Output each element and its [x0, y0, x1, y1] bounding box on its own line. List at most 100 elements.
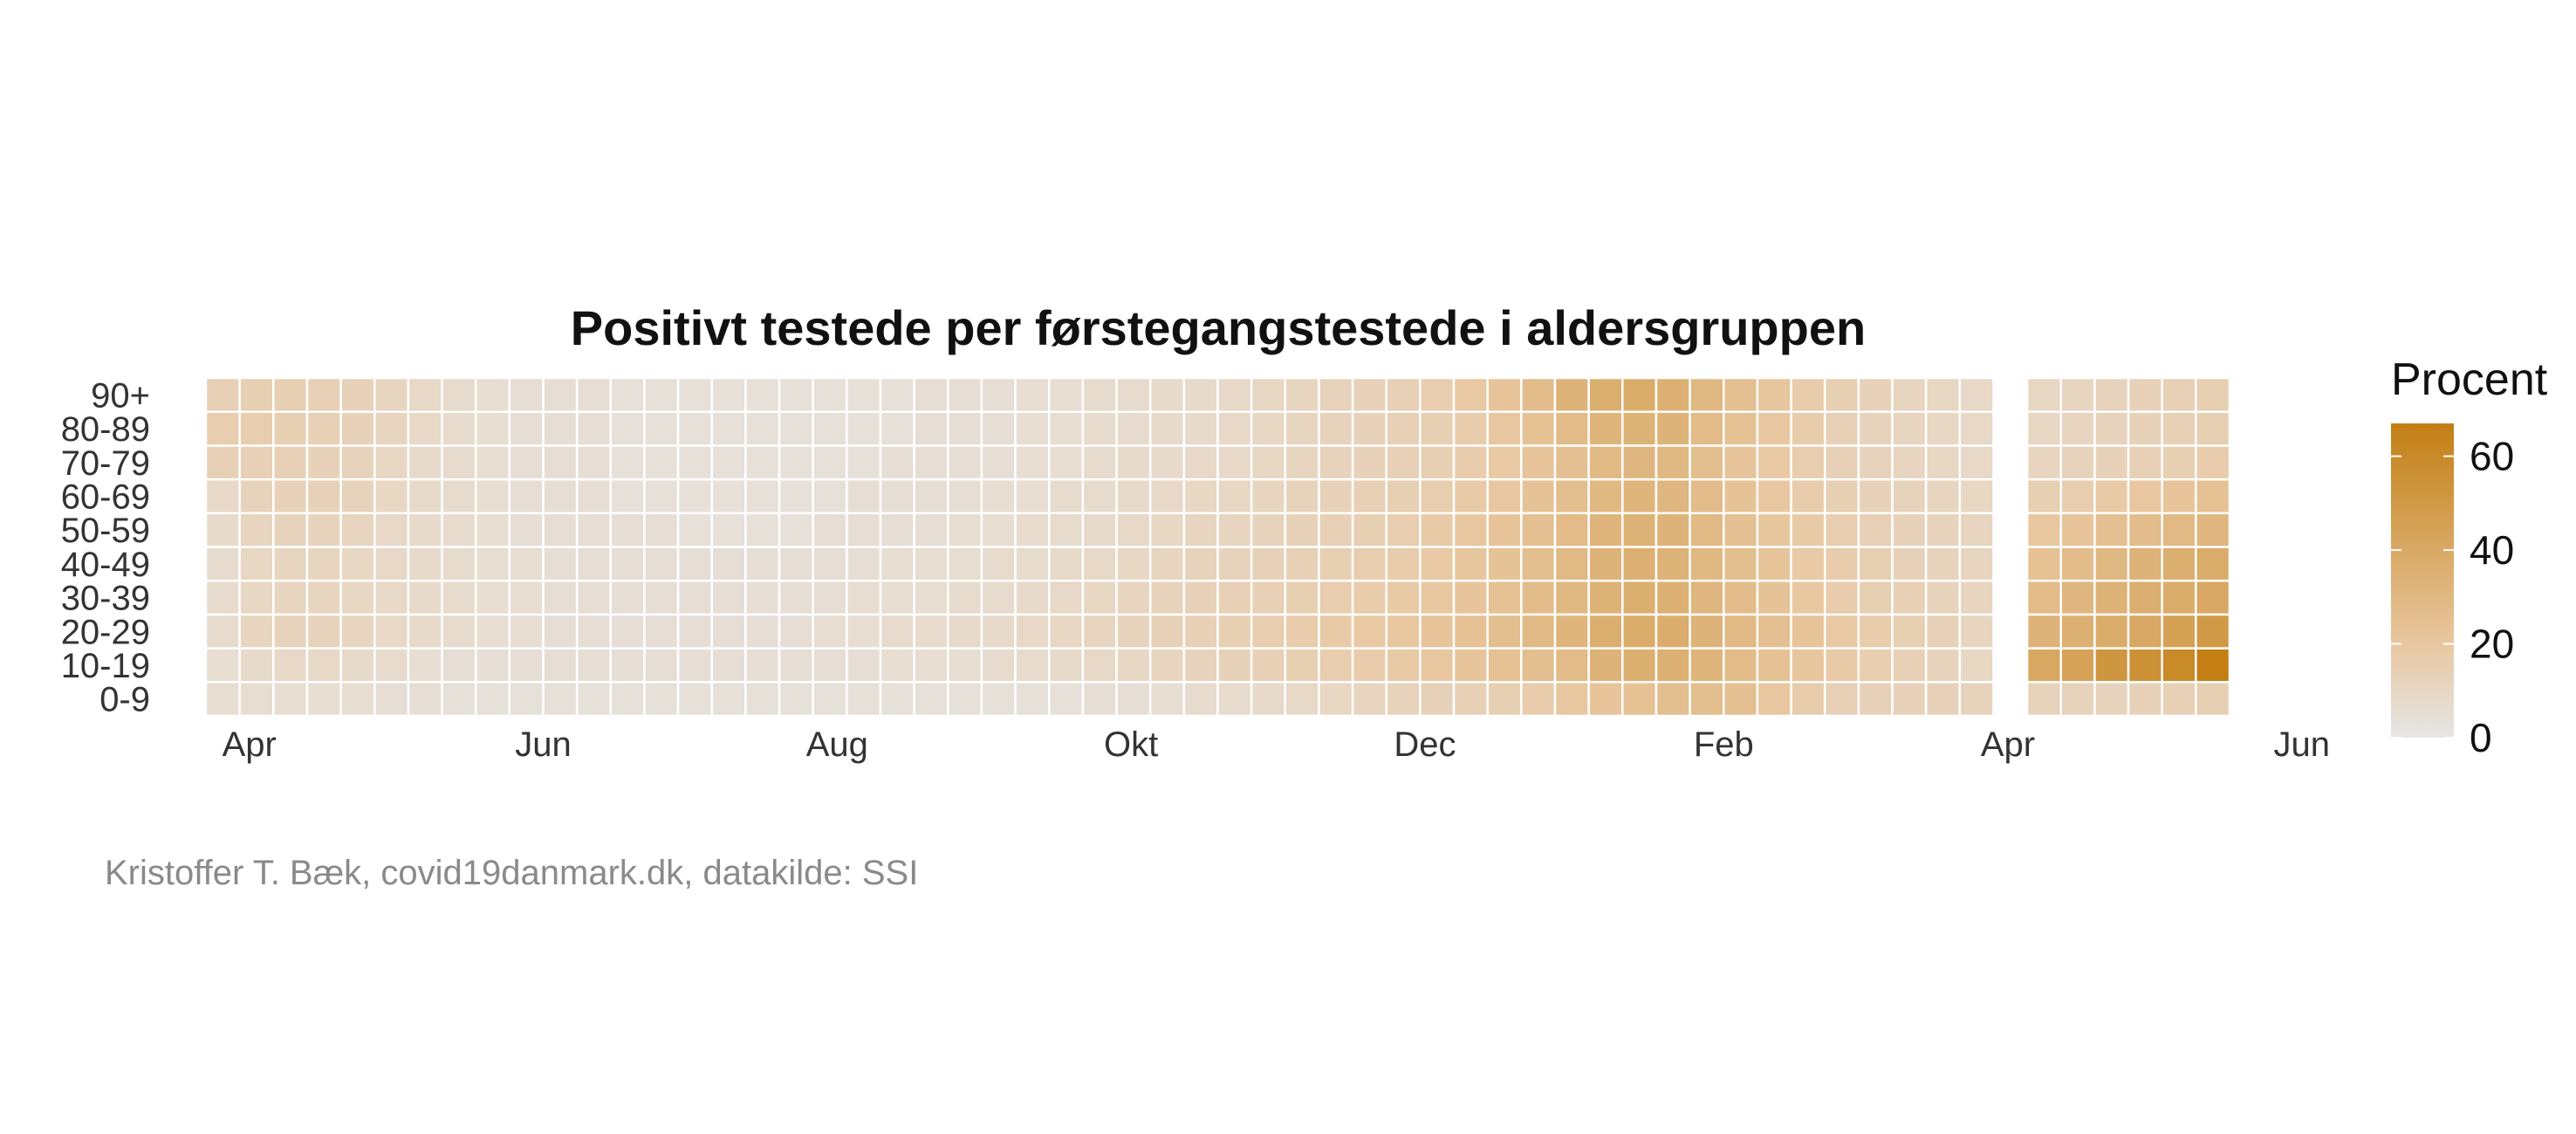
heatmap-cell	[2093, 613, 2130, 649]
heatmap-cell	[744, 613, 781, 649]
heatmap-cell	[1148, 512, 1186, 548]
heatmap-cell	[2025, 681, 2063, 718]
heatmap-cell	[1048, 579, 1085, 616]
heatmap-cell	[305, 647, 342, 684]
heatmap-cell	[980, 681, 1017, 718]
heatmap-cell	[575, 410, 613, 447]
heatmap-cell	[1587, 478, 1624, 515]
heatmap-cell	[1958, 613, 1995, 649]
heatmap-cell	[676, 478, 713, 515]
heatmap-cell	[1621, 512, 1658, 548]
heatmap-cell	[846, 410, 882, 447]
heatmap-cell	[913, 613, 949, 649]
heatmap-cell	[1182, 579, 1219, 616]
heatmap-cell	[305, 681, 342, 718]
heatmap-cell	[204, 512, 241, 548]
heatmap-cell	[744, 410, 781, 447]
heatmap-cell	[1823, 512, 1860, 548]
heatmap-cell	[474, 546, 511, 582]
heatmap-cell	[1081, 613, 1118, 649]
heatmap-cell	[575, 512, 613, 548]
heatmap-cell	[846, 444, 882, 481]
heatmap-cell	[1689, 546, 1725, 582]
y-tick-label: 70-79	[61, 444, 150, 483]
heatmap-cell	[1385, 681, 1422, 718]
heatmap-cell	[643, 376, 680, 413]
heatmap-cell	[1823, 410, 1860, 447]
heatmap-cell	[1857, 681, 1894, 718]
heatmap-cell	[508, 613, 545, 649]
heatmap-cell	[846, 681, 882, 718]
heatmap-cell	[980, 579, 1017, 616]
heatmap-cell	[1048, 410, 1085, 447]
heatmap-cell	[980, 376, 1017, 413]
heatmap-cell	[1553, 512, 1590, 548]
heatmap-cell	[1486, 613, 1523, 649]
heatmap-cell	[2025, 444, 2063, 481]
heatmap-cell	[1419, 681, 1456, 718]
heatmap-cell	[1452, 444, 1489, 481]
heatmap-cell	[1689, 681, 1725, 718]
heatmap-cell	[1148, 681, 1186, 718]
heatmap-cell	[1452, 376, 1489, 413]
heatmap-cell	[1081, 647, 1118, 684]
heatmap-cell	[710, 613, 747, 649]
heatmap-cell	[272, 546, 309, 582]
heatmap-cell	[1182, 681, 1219, 718]
heatmap-cell	[1486, 444, 1523, 481]
heatmap-cell	[1081, 546, 1118, 582]
heatmap-cell	[474, 410, 511, 447]
y-tick-label: 0-9	[99, 681, 150, 719]
heatmap-cell	[1958, 376, 1995, 413]
heatmap-cell	[1318, 579, 1354, 616]
heatmap-cell	[609, 647, 646, 684]
heatmap-cell	[1587, 512, 1624, 548]
y-tick-label: 20-29	[61, 613, 150, 651]
heatmap-cell	[1553, 647, 1590, 684]
y-axis: 0-910-1920-2930-3940-4950-5960-6970-7980…	[61, 376, 150, 718]
heatmap-cell	[1823, 613, 1860, 649]
heatmap-cell	[1216, 478, 1253, 515]
heatmap-cell	[575, 444, 613, 481]
heatmap-cell	[1216, 681, 1253, 718]
heatmap-cell	[778, 410, 814, 447]
heatmap-cell	[643, 647, 680, 684]
heatmap-cell	[305, 579, 342, 616]
heatmap-cell	[1958, 579, 1995, 616]
heatmap-cell	[1924, 681, 1962, 718]
heatmap-cell	[204, 681, 241, 718]
heatmap-cell	[407, 376, 443, 413]
heatmap-cell	[846, 579, 882, 616]
heatmap-cell	[1857, 546, 1894, 582]
heatmap-cell	[1924, 546, 1962, 582]
heatmap-cell	[1723, 613, 1759, 649]
heatmap-cell	[339, 613, 376, 649]
x-tick-label: Jun	[515, 725, 572, 764]
heatmap-cell	[913, 647, 949, 684]
heatmap-cell	[542, 681, 579, 718]
heatmap-cell	[1587, 579, 1624, 616]
heatmap-cell	[913, 579, 949, 616]
heatmap-cell	[947, 512, 983, 548]
heatmap-cell	[2127, 579, 2163, 616]
heatmap-cell	[1014, 410, 1051, 447]
heatmap-cell	[643, 410, 680, 447]
heatmap-cell	[1790, 410, 1826, 447]
heatmap-cell	[2127, 647, 2163, 684]
heatmap-cell	[1857, 376, 1894, 413]
heatmap-cell	[1351, 647, 1387, 684]
heatmap-cell	[1048, 512, 1085, 548]
heatmap-cell	[238, 410, 275, 447]
heatmap-cell	[238, 579, 275, 616]
heatmap-cell	[474, 444, 511, 481]
heatmap-cell	[744, 647, 781, 684]
heatmap-cell	[2059, 613, 2096, 649]
heatmap-cell	[1284, 613, 1320, 649]
heatmap-cell	[1385, 647, 1422, 684]
heatmap-cell	[2059, 512, 2096, 548]
heatmap-cell	[913, 546, 949, 582]
heatmap-cell	[1419, 478, 1456, 515]
heatmap-cell	[1756, 647, 1792, 684]
heatmap-cell	[575, 681, 613, 718]
heatmap-cell	[744, 681, 781, 718]
